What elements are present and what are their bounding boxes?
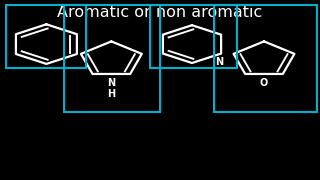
- Text: N: N: [215, 57, 224, 67]
- Bar: [6, 5, 86, 68]
- Text: O: O: [260, 78, 268, 87]
- Bar: [150, 5, 237, 68]
- Bar: [64, 5, 160, 112]
- Bar: [214, 5, 317, 112]
- Text: N: N: [107, 78, 116, 87]
- Text: H: H: [107, 89, 116, 99]
- Text: Aromatic or non aromatic: Aromatic or non aromatic: [57, 5, 263, 20]
